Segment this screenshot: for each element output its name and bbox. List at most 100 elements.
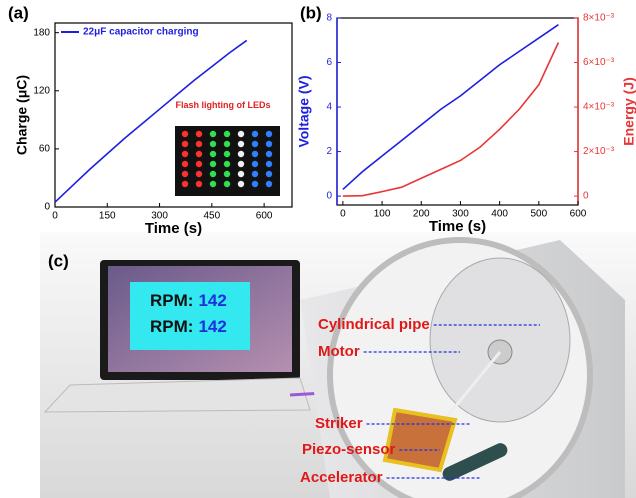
y-tick-label: 8 bbox=[326, 13, 332, 24]
rpm-value: 142 bbox=[198, 291, 226, 310]
led bbox=[209, 180, 217, 188]
y-tick-label: 180 bbox=[33, 27, 50, 38]
component-label: Striker bbox=[315, 415, 363, 432]
x-tick-label: 500 bbox=[530, 209, 547, 220]
led bbox=[251, 140, 259, 148]
rpm-reading: RPM: 142 bbox=[150, 291, 227, 310]
annotation: Flash lighting of LEDs bbox=[175, 100, 271, 110]
led bbox=[251, 170, 259, 178]
plot-frame bbox=[336, 17, 579, 206]
rpm-reading: RPM: 142 bbox=[150, 317, 227, 336]
x-tick-label: 200 bbox=[413, 209, 430, 220]
y-tick-label: 2 bbox=[326, 146, 332, 157]
y2-tick-label: 2×10⁻³ bbox=[583, 146, 615, 157]
led bbox=[195, 150, 203, 158]
panel-label: (c) bbox=[48, 251, 69, 270]
led bbox=[237, 140, 245, 148]
led bbox=[209, 160, 217, 168]
y-tick-label: 120 bbox=[33, 85, 50, 96]
x-axis-title: Time (s) bbox=[429, 218, 486, 235]
y-axis-title: Voltage (V) bbox=[296, 75, 312, 147]
data-line bbox=[342, 42, 560, 197]
led bbox=[181, 150, 189, 158]
y-tick-label: 0 bbox=[326, 191, 332, 202]
led bbox=[195, 140, 203, 148]
x-tick-label: 150 bbox=[99, 211, 116, 222]
led bbox=[265, 130, 273, 138]
component-label: Accelerator bbox=[300, 469, 383, 486]
led bbox=[251, 150, 259, 158]
led bbox=[251, 180, 259, 188]
led bbox=[181, 170, 189, 178]
led bbox=[223, 150, 231, 158]
rpm-label: RPM: bbox=[150, 291, 193, 310]
led bbox=[209, 130, 217, 138]
led bbox=[181, 130, 189, 138]
led bbox=[195, 130, 203, 138]
piezo-sensor bbox=[382, 407, 458, 473]
x-tick-label: 300 bbox=[452, 209, 469, 220]
led-photo bbox=[175, 126, 280, 196]
led bbox=[237, 150, 245, 158]
rpm-display bbox=[130, 282, 250, 350]
led bbox=[265, 180, 273, 188]
plot-frame bbox=[54, 22, 293, 208]
rpm-value: 142 bbox=[198, 317, 226, 336]
led bbox=[223, 180, 231, 188]
y2-axis-title: Energy (J) bbox=[621, 77, 636, 145]
x-tick-label: 600 bbox=[256, 211, 273, 222]
led bbox=[209, 140, 217, 148]
component-label: Motor bbox=[318, 343, 360, 360]
led bbox=[251, 160, 259, 168]
led bbox=[265, 150, 273, 158]
y2-tick-label: 4×10⁻³ bbox=[583, 102, 615, 113]
y-tick-label: 4 bbox=[326, 102, 332, 113]
accelerator bbox=[442, 443, 508, 481]
led bbox=[223, 140, 231, 148]
led bbox=[181, 160, 189, 168]
x-tick-label: 400 bbox=[491, 209, 508, 220]
led bbox=[237, 160, 245, 168]
data-line bbox=[342, 24, 559, 191]
component-label: Cylindrical pipe bbox=[318, 316, 430, 333]
y-tick-label: 60 bbox=[39, 144, 51, 155]
component-label: Piezo-sensor bbox=[302, 441, 396, 458]
x-tick-label: 100 bbox=[374, 209, 391, 220]
panel-label: (a) bbox=[8, 3, 29, 22]
x-tick-label: 600 bbox=[570, 209, 587, 220]
led bbox=[195, 160, 203, 168]
y-tick-label: 6 bbox=[326, 57, 332, 68]
led bbox=[223, 160, 231, 168]
x-tick-label: 0 bbox=[52, 211, 58, 222]
led bbox=[223, 130, 231, 138]
rpm-label: RPM: bbox=[150, 317, 193, 336]
laptop-base bbox=[43, 377, 311, 413]
led bbox=[223, 170, 231, 178]
panel-label: (b) bbox=[300, 3, 322, 22]
led bbox=[195, 180, 203, 188]
y2-tick-label: 8×10⁻³ bbox=[583, 13, 615, 24]
led bbox=[237, 170, 245, 178]
led bbox=[181, 140, 189, 148]
led bbox=[265, 140, 273, 148]
legend-label: 22μF capacitor charging bbox=[83, 27, 199, 38]
led bbox=[195, 170, 203, 178]
x-tick-label: 300 bbox=[151, 211, 168, 222]
x-axis-title: Time (s) bbox=[145, 220, 202, 237]
led bbox=[209, 150, 217, 158]
striker-arm bbox=[438, 351, 502, 426]
y-axis-title: Charge (μC) bbox=[14, 75, 30, 155]
led bbox=[237, 180, 245, 188]
led bbox=[265, 160, 273, 168]
led bbox=[265, 170, 273, 178]
y2-tick-label: 0 bbox=[583, 191, 589, 202]
x-tick-label: 0 bbox=[340, 209, 346, 220]
y2-tick-label: 6×10⁻³ bbox=[583, 57, 615, 68]
led bbox=[209, 170, 217, 178]
data-line bbox=[54, 39, 248, 203]
led bbox=[251, 130, 259, 138]
led bbox=[181, 180, 189, 188]
x-tick-label: 450 bbox=[203, 211, 220, 222]
